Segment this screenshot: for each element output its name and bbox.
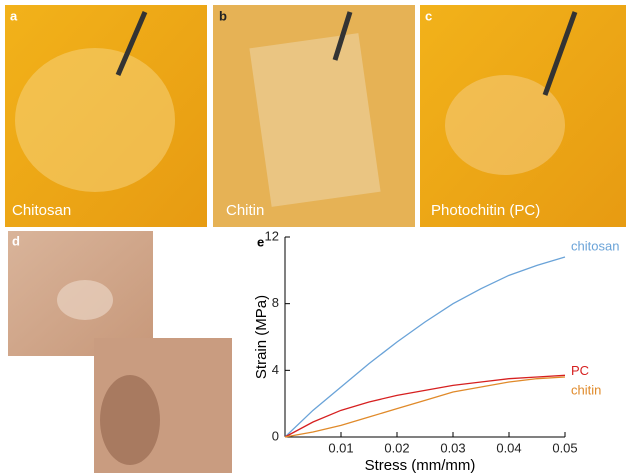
x-tick-label: 0.02 [384,440,409,455]
y-tick-label: 8 [272,295,279,310]
chart: Stress (mm/mm) Strain (MPa) 0 4 8 12 0.01 0.0… [253,228,619,473]
tweezer [115,11,148,76]
caption: Chitin [226,202,264,219]
film [57,280,113,320]
caption: Photochitin (PC) [431,202,540,219]
series-label: chitin [571,382,601,397]
y-tick-label: 4 [272,362,279,377]
y-axis-label: Strain (MPa) [253,295,270,379]
x-tick-label: 0.03 [440,440,465,455]
caption: Chitosan [12,202,71,219]
panel-label: e [257,234,264,249]
x-tick-label: 0.05 [552,440,577,455]
x-tick-label: 0.01 [328,440,353,455]
series-line [284,374,566,438]
y-tick-label: 0 [272,428,279,443]
series-label: PC [571,363,589,378]
series-line [284,256,566,438]
panel-label: d [12,233,20,248]
film [249,33,381,207]
x-tick-label: 0.04 [496,440,521,455]
series-line [284,376,566,438]
series-label: chitosan [571,238,619,253]
panel-label: b [219,8,227,23]
tweezer [542,11,578,96]
y-tick-label: 12 [265,228,279,243]
x-axis-label: Stress (mm/mm) [365,457,476,473]
finger [100,375,160,465]
tweezer [332,11,353,61]
film [445,75,565,175]
film [15,48,175,192]
panel-label: a [10,8,18,23]
panel-label: c [425,8,432,23]
